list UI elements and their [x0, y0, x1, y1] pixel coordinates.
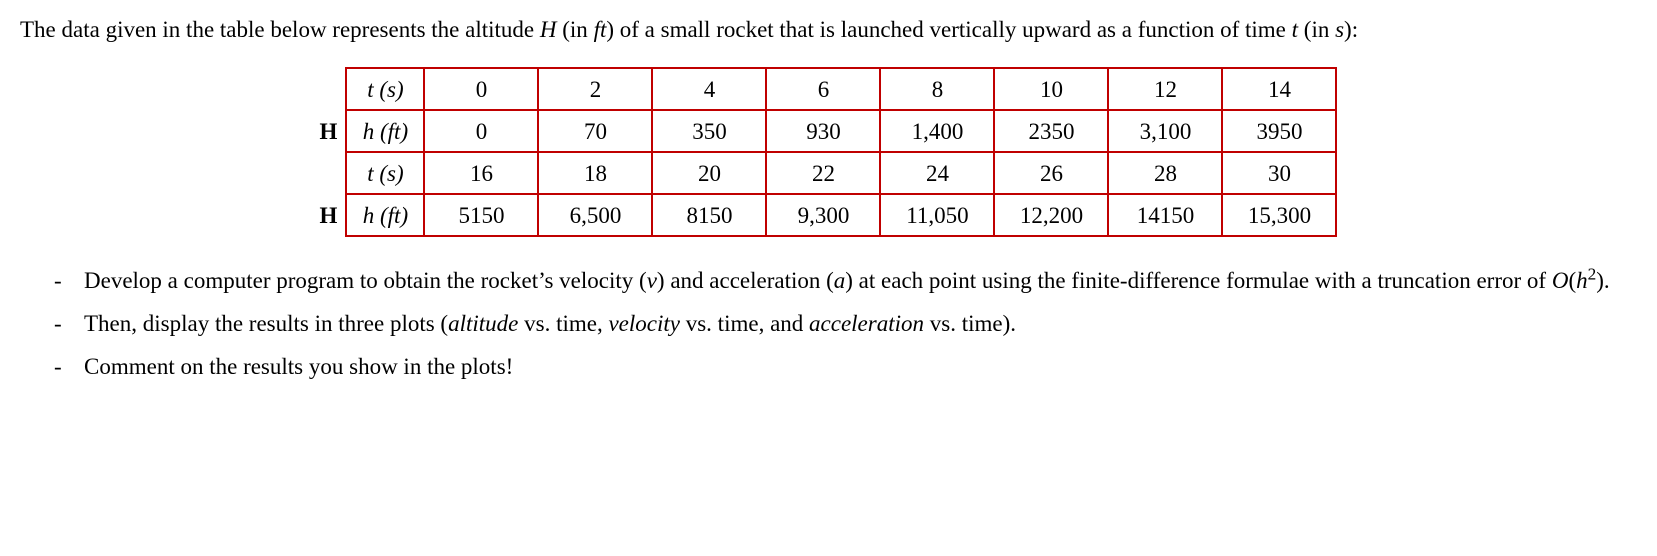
t2-d: vs. time).	[924, 311, 1016, 336]
row-header-t1: t (s)	[346, 68, 424, 110]
t2-vel: velocity	[608, 311, 680, 336]
task-item-1: Develop a computer program to obtain the…	[54, 265, 1637, 296]
cell: 20	[652, 152, 766, 194]
t1-rp: ).	[1596, 268, 1609, 293]
t3: Comment on the results you show in the p…	[84, 354, 513, 379]
intro-text-e: ):	[1344, 17, 1358, 42]
cell: 8150	[652, 194, 766, 236]
cell: 9,300	[766, 194, 880, 236]
table-row: h (ft) 5150 6,500 8150 9,300 11,050 12,2…	[346, 194, 1336, 236]
cell: 22	[766, 152, 880, 194]
cell: 0	[424, 68, 538, 110]
cell: 10	[994, 68, 1108, 110]
table-row: t (s) 0 2 4 6 8 10 12 14	[346, 68, 1336, 110]
t2-b: vs. time,	[518, 311, 608, 336]
t1-b: ) and acceleration (	[657, 268, 834, 293]
t1-c: ) at each point using the finite-differe…	[845, 268, 1552, 293]
t1-avar: a	[834, 268, 846, 293]
t1-v: v	[647, 268, 657, 293]
cell: 0	[424, 110, 538, 152]
cell: 2	[538, 68, 652, 110]
row-header-h1: h (ft)	[346, 110, 424, 152]
t1-lp: (	[1568, 268, 1576, 293]
cell: 12	[1108, 68, 1222, 110]
cell: 3950	[1222, 110, 1336, 152]
side-label-H-1: H	[320, 110, 338, 152]
side-label-blank-2	[320, 152, 338, 194]
cell: 24	[880, 152, 994, 194]
row-header-t2: t (s)	[346, 152, 424, 194]
t2-c: vs. time, and	[680, 311, 809, 336]
t2-a: Then, display the results in three plots…	[84, 311, 448, 336]
intro-ft: ft	[594, 17, 607, 42]
cell: 18	[538, 152, 652, 194]
side-label-H-2: H	[320, 194, 338, 236]
t1-a: Develop a computer program to obtain the…	[84, 268, 647, 293]
cell: 5150	[424, 194, 538, 236]
cell: 1,400	[880, 110, 994, 152]
cell: 2350	[994, 110, 1108, 152]
intro-text-b: (in	[557, 17, 594, 42]
cell: 930	[766, 110, 880, 152]
cell: 6	[766, 68, 880, 110]
task-item-3: Comment on the results you show in the p…	[54, 351, 1637, 382]
row-header-h2: h (ft)	[346, 194, 424, 236]
t1-exp: 2	[1588, 264, 1597, 283]
cell: 14150	[1108, 194, 1222, 236]
intro-H: H	[540, 17, 557, 42]
cell: 15,300	[1222, 194, 1336, 236]
task-list: Develop a computer program to obtain the…	[20, 265, 1637, 382]
cell: 11,050	[880, 194, 994, 236]
cell: 350	[652, 110, 766, 152]
intro-text-a: The data given in the table below repres…	[20, 17, 540, 42]
cell: 16	[424, 152, 538, 194]
cell: 4	[652, 68, 766, 110]
data-table: t (s) 0 2 4 6 8 10 12 14 h (ft) 0 70 350…	[345, 67, 1337, 237]
cell: 14	[1222, 68, 1336, 110]
t2-alt: altitude	[448, 311, 518, 336]
t1-h: h	[1576, 268, 1588, 293]
cell: 26	[994, 152, 1108, 194]
intro-text-d: (in	[1298, 17, 1335, 42]
table-row: h (ft) 0 70 350 930 1,400 2350 3,100 395…	[346, 110, 1336, 152]
cell: 12,200	[994, 194, 1108, 236]
side-label-blank-1	[320, 68, 338, 110]
t1-O: O	[1552, 268, 1569, 293]
task-item-2: Then, display the results in three plots…	[54, 308, 1637, 339]
cell: 30	[1222, 152, 1336, 194]
data-table-wrap: H H t (s) 0 2 4 6 8 10 12 14 h (ft) 0 70…	[20, 67, 1637, 237]
cell: 8	[880, 68, 994, 110]
intro-s: s	[1335, 17, 1344, 42]
cell: 3,100	[1108, 110, 1222, 152]
cell: 6,500	[538, 194, 652, 236]
cell: 70	[538, 110, 652, 152]
table-side-labels: H H	[320, 67, 346, 237]
table-row: t (s) 16 18 20 22 24 26 28 30	[346, 152, 1336, 194]
cell: 28	[1108, 152, 1222, 194]
problem-intro: The data given in the table below repres…	[20, 14, 1637, 45]
t2-acc: acceleration	[809, 311, 924, 336]
intro-text-c: ) of a small rocket that is launched ver…	[606, 17, 1291, 42]
